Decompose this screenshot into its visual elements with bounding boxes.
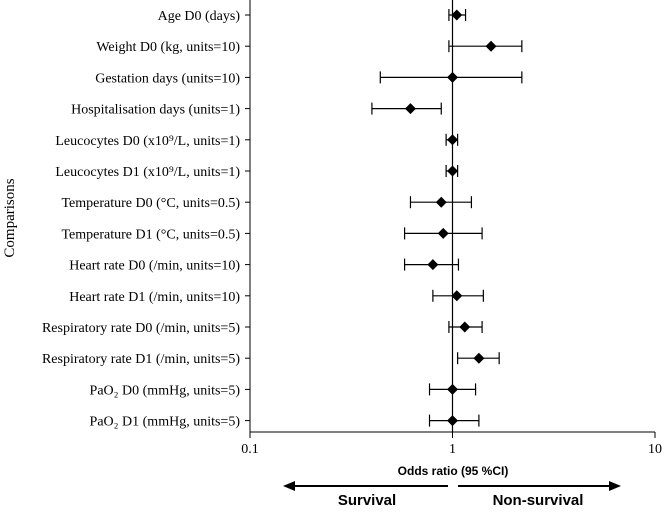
row-label: Temperature D0 (°C, units=0.5) — [61, 196, 240, 211]
row-label: Respiratory rate D1 (/min, units=5) — [42, 352, 240, 367]
axes-layer: 0.1 1 10 — [241, 0, 662, 457]
x-axis-label: Odds ratio (95 %CI) — [398, 464, 509, 478]
row-label: Leucocytes D1 (x10⁹/L, units=1) — [55, 165, 240, 180]
odds-ratio-marker — [451, 290, 463, 302]
non-survival-arrow-head — [609, 481, 621, 491]
odds-ratio-marker — [437, 227, 449, 239]
comparison-row: Leucocytes D0 (x10⁹/L, units=1) — [55, 133, 459, 149]
rows-layer: Age D0 (days) Weight D0 (kg, units=10) Ges… — [42, 9, 523, 430]
row-label: Gestation days (units=10) — [95, 71, 240, 86]
non-survival-label: Non-survival — [493, 492, 584, 509]
comparison-row: Temperature D0 (°C, units=0.5) — [61, 196, 473, 211]
y-axis-label: Comparisons — [2, 178, 18, 257]
row-label: PaO₂ D1 (mmHg, units=5) — [90, 415, 241, 430]
comparison-row: Weight D0 (kg, units=10) — [96, 40, 523, 55]
odds-ratio-marker — [451, 9, 463, 21]
row-label: Age D0 (days) — [158, 9, 241, 24]
row-label: Heart rate D0 (/min, units=10) — [69, 259, 240, 274]
row-label: PaO₂ D0 (mmHg, units=5) — [90, 383, 241, 398]
row-label: Heart rate D1 (/min, units=10) — [69, 290, 240, 305]
row-label: Temperature D1 (°C, units=0.5) — [61, 227, 240, 242]
comparison-row: PaO₂ D0 (mmHg, units=5) — [90, 383, 477, 398]
odds-ratio-marker — [404, 103, 416, 115]
comparison-row: Respiratory rate D1 (/min, units=5) — [42, 352, 500, 367]
odds-ratio-marker — [473, 352, 485, 364]
comparison-row: Heart rate D0 (/min, units=10) — [69, 258, 460, 274]
row-label: Weight D0 (kg, units=10) — [96, 40, 240, 55]
survival-label: Survival — [338, 492, 396, 509]
comparison-row: Heart rate D1 (/min, units=10) — [69, 289, 484, 305]
direction-arrows: Survival Non-survival — [283, 481, 621, 509]
odds-ratio-marker — [459, 321, 471, 333]
comparison-row: Hospitalisation days (units=1) — [71, 102, 442, 118]
comparison-row: PaO₂ D1 (mmHg, units=5) — [90, 414, 480, 430]
odds-ratio-marker — [485, 40, 497, 52]
x-tick-label: 1 — [449, 442, 456, 457]
row-label: Hospitalisation days (units=1) — [71, 103, 240, 118]
row-label: Respiratory rate D0 (/min, units=5) — [42, 321, 240, 336]
comparison-row: Temperature D1 (°C, units=0.5) — [61, 227, 483, 242]
x-tick-label: 10 — [648, 442, 662, 457]
odds-ratio-marker — [435, 196, 447, 208]
row-label: Leucocytes D0 (x10⁹/L, units=1) — [55, 134, 240, 149]
comparison-row: Age D0 (days) — [158, 9, 467, 24]
odds-ratio-marker — [427, 259, 439, 271]
comparison-row: Respiratory rate D0 (/min, units=5) — [42, 321, 483, 336]
comparison-row: Gestation days (units=10) — [95, 71, 523, 86]
survival-arrow-head — [283, 481, 295, 491]
x-tick-label: 0.1 — [241, 442, 259, 457]
comparison-row: Leucocytes D1 (x10⁹/L, units=1) — [55, 165, 459, 180]
